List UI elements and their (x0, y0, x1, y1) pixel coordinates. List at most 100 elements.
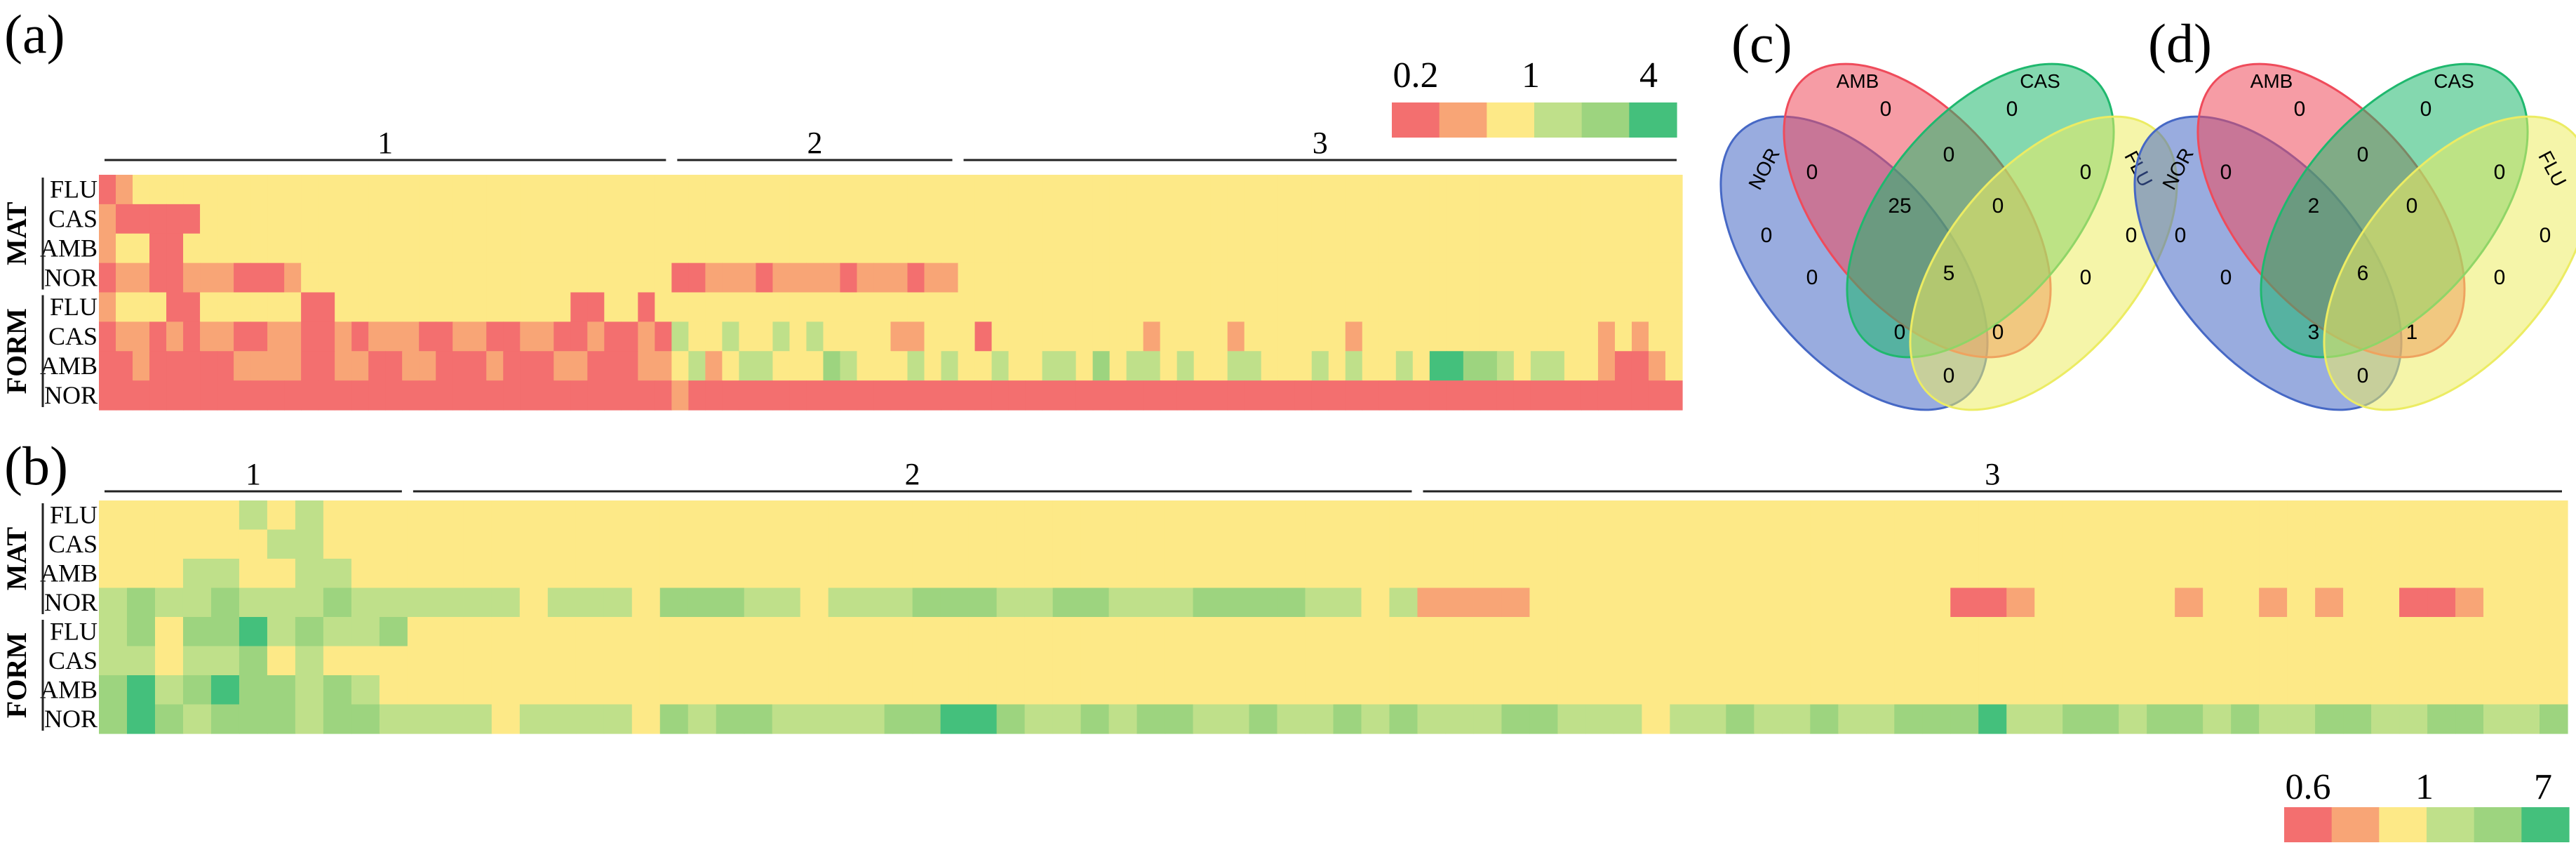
heatmap-b-cell (2511, 675, 2540, 705)
heatmap-a-cell (789, 351, 807, 381)
heatmap-b-cell (1810, 559, 1839, 589)
venn-region-count: 0 (2540, 224, 2551, 247)
heatmap-a-cell (1395, 292, 1414, 322)
heatmap-a-cell (655, 351, 672, 381)
heatmap-b-cell (1922, 617, 1951, 647)
heatmap-a-cell (722, 233, 739, 264)
venn-region-count: 0 (2357, 364, 2369, 387)
heatmap-b-cell (2427, 500, 2456, 531)
heatmap-a-cell (385, 351, 403, 381)
heatmap-a-cell (1345, 380, 1363, 411)
heatmap-a-cell (941, 263, 959, 293)
heatmap-a-cell (520, 175, 537, 205)
heatmap-b-cell (2455, 559, 2484, 589)
heatmap-a-cell (1412, 351, 1430, 381)
venn-region-count: 0 (1894, 321, 1906, 344)
heatmap-b-cell (631, 675, 661, 705)
heatmap-b-cell (1024, 559, 1054, 589)
heatmap-a-cell (587, 380, 605, 411)
heatmap-b-cell (2034, 587, 2063, 618)
heatmap-a-cell (1648, 175, 1666, 205)
heatmap-a-cell (1362, 292, 1380, 322)
heatmap-a-cell (133, 175, 150, 205)
panel-label-d: (d) (2148, 13, 2212, 74)
legend-b: 0.6 1 7 (2284, 767, 2570, 842)
heatmap-a-cell (1345, 204, 1363, 234)
heatmap-a-cell (1176, 175, 1195, 205)
heatmap-a-cell (183, 204, 201, 234)
heatmap-a-cell (537, 380, 554, 411)
heatmap-a-cell (1597, 233, 1616, 264)
heatmap-b-cell (1136, 646, 1166, 676)
heatmap-b-cell (1698, 587, 1726, 618)
heatmap-b-cell (2175, 704, 2203, 734)
heatmap-a-cell (1463, 380, 1481, 411)
heatmap-a-cell (267, 204, 285, 234)
heatmap-a-cell (1328, 321, 1346, 352)
heatmap-b-cell (519, 529, 549, 559)
heatmap-a-cell (1530, 233, 1548, 264)
heatmap-b-cell (2119, 617, 2147, 647)
heatmap-a-cell (907, 175, 925, 205)
heatmap-a-cell (1025, 204, 1043, 234)
heatmap-a-cell (1227, 263, 1245, 293)
heatmap-b-cell (99, 500, 128, 531)
heatmap-a-cell (924, 233, 942, 264)
heatmap-a-cell (1665, 175, 1683, 205)
heatmap-b-cell (828, 500, 857, 531)
heatmap-b-cell (2540, 675, 2568, 705)
heatmap-b-cell (1810, 704, 1839, 734)
heatmap-a-cell (974, 263, 993, 293)
heatmap-b-cell (2119, 587, 2147, 618)
heatmap-b-cell (435, 500, 464, 531)
heatmap-b-cell (687, 587, 717, 618)
heatmap-a-cell (1412, 321, 1430, 352)
heatmap-a-cell (1328, 204, 1346, 234)
heatmap-a-cell (739, 175, 757, 205)
heatmap-a-cell (250, 204, 268, 234)
heatmap-a-cell (1631, 292, 1649, 322)
heatmap-b-cell (800, 587, 829, 618)
heatmap-b-cell (1866, 675, 1895, 705)
heatmap-a-cell (1395, 321, 1414, 352)
heatmap-a-cell (570, 321, 588, 352)
heatmap-a-cell (1126, 204, 1144, 234)
heatmap-a-cell (284, 263, 302, 293)
heatmap-a-cell (419, 233, 436, 264)
heatmap-a-cell (1530, 380, 1548, 411)
heatmap-b-cell (295, 646, 324, 676)
heatmap-a-cell (705, 263, 723, 293)
heatmap-a-cell (806, 292, 824, 322)
heatmap-a-cell (1210, 380, 1228, 411)
heatmap-b-cell (1473, 500, 1503, 531)
heatmap-a-cell (503, 321, 521, 352)
heatmap-a-cell (1631, 321, 1649, 352)
heatmap-a-cell (1294, 175, 1313, 205)
heatmap-b-cell (1950, 675, 1979, 705)
heatmap-a-cell (655, 233, 672, 264)
heatmap-a-cell (840, 204, 858, 234)
heatmap-a-cell (1463, 233, 1481, 264)
heatmap-a-cell (368, 204, 386, 234)
heatmap-a-cell (1429, 351, 1447, 381)
heatmap-a-cell (1581, 204, 1599, 234)
heatmap-a-cell (823, 351, 841, 381)
heatmap-b-cell (1052, 646, 1082, 676)
heatmap-b-cell (295, 675, 324, 705)
heatmap-a-cell (200, 263, 217, 293)
heatmap-a-cell (1025, 292, 1043, 322)
heatmap-a-cell (941, 380, 959, 411)
heatmap-b-cell (1557, 646, 1586, 676)
heatmap-b-cell (1473, 646, 1503, 676)
heatmap-a-cell (436, 175, 453, 205)
heatmap-a-cell (1564, 233, 1582, 264)
heatmap-b-cell (631, 559, 661, 589)
heatmap-b-cell (2147, 500, 2175, 531)
heatmap-b-cell (772, 587, 801, 618)
heatmap-b-cell (2343, 646, 2372, 676)
heatmap-a-cell (234, 292, 251, 322)
heatmap-a-cell (1075, 292, 1094, 322)
heatmap-b-cell (2006, 646, 2035, 676)
heatmap-b-cell (1557, 529, 1586, 559)
